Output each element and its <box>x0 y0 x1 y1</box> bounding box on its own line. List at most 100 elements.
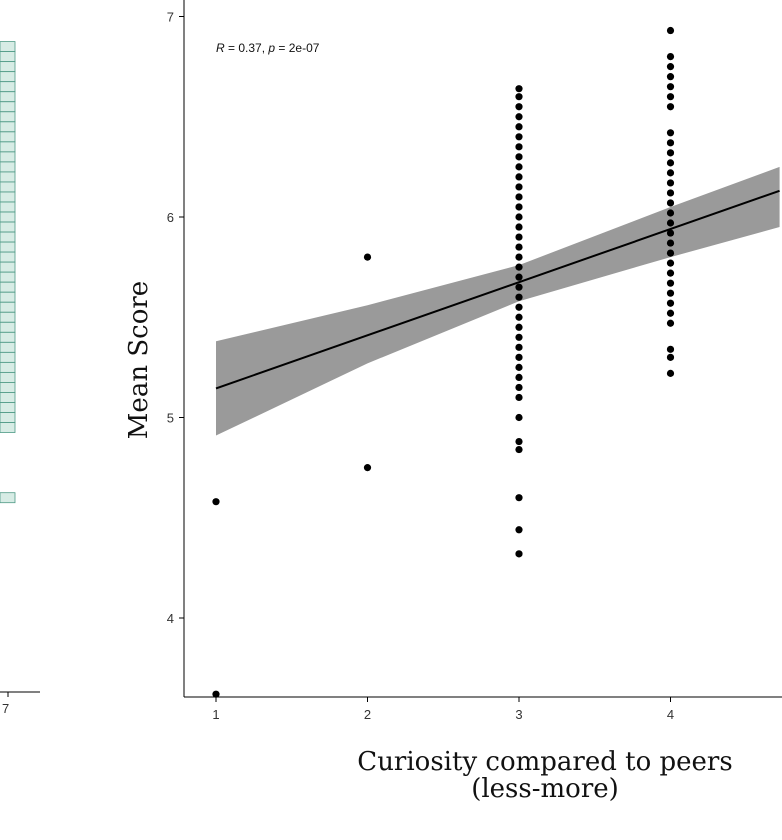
scatter-point <box>515 526 523 534</box>
scatter-point <box>666 169 675 177</box>
scatter-point <box>515 313 523 321</box>
strip-marker <box>0 341 16 353</box>
scatter-point <box>515 253 523 261</box>
strip-marker <box>0 51 16 62</box>
scatter-point <box>666 259 675 267</box>
scatter-point <box>515 445 523 454</box>
strip-marker <box>0 301 16 313</box>
strip-marker <box>0 151 16 163</box>
strip-marker <box>0 61 16 73</box>
scatter-point <box>666 103 675 111</box>
strip-marker <box>0 141 16 153</box>
x-ticks-group: 1 2 3 4 <box>212 697 674 722</box>
scatter-point <box>666 309 675 317</box>
scatter-point <box>363 464 372 472</box>
strip-marker <box>0 351 16 363</box>
strip-marker <box>0 101 16 113</box>
scatter-point <box>666 219 675 227</box>
scatter-point <box>515 233 523 241</box>
scatter-point <box>666 289 675 297</box>
strip-marker <box>0 71 16 83</box>
scatter-point <box>515 103 523 111</box>
scatter-point <box>515 283 523 291</box>
scatter-point <box>666 229 675 237</box>
scatter-panel: 4 5 6 7 1 2 3 4 R = 0.37, p = 2e-07 Mean Score… <box>124 0 782 804</box>
scatter-point <box>666 189 675 197</box>
scatter-point <box>515 153 523 161</box>
strip-marker <box>0 291 16 303</box>
scatter-point <box>515 203 523 211</box>
scatter-point <box>666 299 675 307</box>
scatter-point <box>515 494 523 502</box>
x-axis-title-line: (less-more) <box>471 774 619 804</box>
scatter-point <box>666 149 675 157</box>
strip-marker <box>0 91 16 103</box>
y-axis-title: Mean Score <box>124 281 154 439</box>
scatter-point <box>515 223 523 231</box>
y-tick-label: 6 <box>167 210 174 225</box>
annotation-r-label: R <box>216 41 225 55</box>
scatter-point <box>515 113 523 121</box>
scatter-point <box>666 269 675 277</box>
scatter-point <box>666 179 675 187</box>
scatter-point <box>515 273 523 281</box>
scatter-point <box>666 319 675 327</box>
scatter-point <box>212 690 220 698</box>
scatter-point <box>666 249 675 257</box>
strip-marker <box>0 422 16 433</box>
scatter-point <box>666 93 675 101</box>
strip-marker <box>0 311 16 323</box>
scatter-point <box>515 550 523 558</box>
scatter-point <box>515 353 523 361</box>
strip-marker <box>0 412 16 423</box>
x-axis-title: Curiosity compared to peers (less-more) <box>357 747 732 804</box>
scatter-point <box>515 373 523 381</box>
scatter-point <box>515 343 523 351</box>
scatter-point <box>515 263 523 271</box>
strip-marker <box>0 41 16 52</box>
annotation-p-label: p <box>267 41 275 55</box>
y-ticks-group: 4 5 6 7 <box>167 10 184 626</box>
scatter-point <box>515 243 523 251</box>
y-tick-label: 7 <box>167 10 174 25</box>
scatter-point <box>515 383 523 392</box>
scatter-point <box>212 498 220 506</box>
strip-marker <box>0 271 16 283</box>
scatter-point <box>666 345 675 353</box>
scatter-point <box>666 63 675 71</box>
scatter-point <box>666 83 675 91</box>
x-tick-label: 4 <box>667 707 674 722</box>
strip-markers-group <box>0 41 16 504</box>
x-tick-label: 2 <box>364 707 371 722</box>
strip-marker <box>0 171 16 183</box>
strip-marker <box>0 371 16 383</box>
x-tick-label: 1 <box>212 707 219 722</box>
scatter-point <box>666 73 675 81</box>
correlation-annotation: R = 0.37, p = 2e-07 <box>216 41 320 55</box>
scatter-point <box>515 93 523 101</box>
scatter-point <box>515 85 523 93</box>
strip-marker <box>0 161 16 173</box>
strip-marker <box>0 131 16 143</box>
scatter-point <box>666 139 675 147</box>
strip-marker <box>0 361 16 373</box>
scatter-point <box>515 333 523 341</box>
scatter-point <box>515 143 523 151</box>
strip-marker <box>0 221 16 233</box>
scatter-point <box>666 209 675 217</box>
scatter-point <box>515 413 523 422</box>
strip-marker <box>0 211 16 223</box>
scatter-point <box>666 26 675 35</box>
strip-marker <box>0 251 16 263</box>
scatter-point <box>515 323 523 331</box>
strip-marker <box>0 492 16 504</box>
scatter-point <box>515 437 523 446</box>
scatter-point <box>666 239 675 247</box>
strip-marker <box>0 331 16 343</box>
left-x-tick-label: 7 <box>2 701 9 716</box>
strip-marker <box>0 321 16 333</box>
scatter-point <box>515 393 523 402</box>
scatter-point <box>666 53 675 61</box>
scatter-point <box>666 279 675 287</box>
